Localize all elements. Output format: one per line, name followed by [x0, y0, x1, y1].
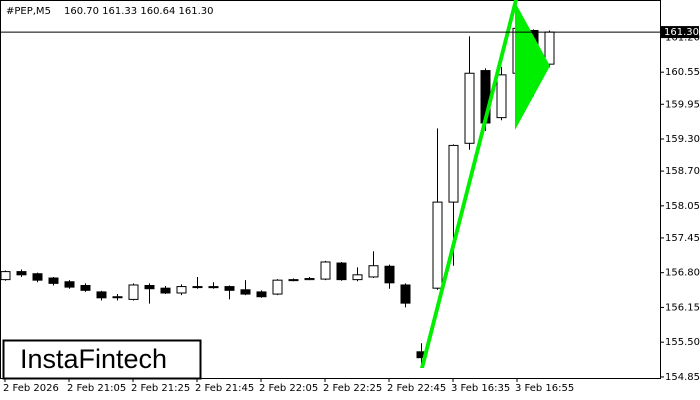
- candle-body: [384, 265, 395, 284]
- x-tick-label: 3 Feb 16:55: [515, 383, 574, 394]
- candle-body: [352, 274, 363, 281]
- candle-body: [96, 291, 107, 299]
- candle-body: [320, 261, 331, 280]
- x-tick-label: 2 Feb 21:25: [131, 383, 190, 394]
- candle-body: [272, 279, 283, 295]
- chart-title: #PEP,M5: [6, 6, 51, 17]
- y-tick-label: 154.85: [665, 372, 700, 383]
- candle-body: [192, 286, 203, 289]
- x-tick-label: 2 Feb 22:05: [259, 383, 318, 394]
- x-tick-label: 2 Feb 22:45: [387, 383, 446, 394]
- candle-body: [448, 144, 459, 203]
- x-tick-label: 2 Feb 22:25: [323, 383, 382, 394]
- candle-body: [48, 277, 59, 284]
- candle-body: [304, 278, 315, 281]
- y-tick-label: 156.15: [665, 302, 700, 313]
- y-tick-label: 160.55: [665, 67, 700, 78]
- last-price-box: [661, 26, 699, 39]
- candle-body: [432, 201, 443, 289]
- x-tick-label: 3 Feb 16:35: [451, 383, 510, 394]
- candle-body: [128, 284, 139, 300]
- plot-frame: [0, 0, 661, 379]
- y-tick-label: 158.70: [665, 166, 700, 177]
- y-tick-label: 156.80: [665, 268, 700, 279]
- logo-box: [2, 339, 202, 380]
- logo: InstaFintech: [20, 344, 167, 374]
- candle-body: [496, 74, 507, 119]
- candle-body: [400, 284, 411, 304]
- candle-body: [112, 296, 123, 299]
- last-price-label: 161.30: [664, 27, 699, 38]
- pennant: [515, 2, 550, 130]
- candle-body: [16, 271, 27, 276]
- candle-body: [176, 286, 187, 294]
- candle-body: [224, 286, 235, 291]
- candle-body: [160, 287, 171, 294]
- candle-body: [0, 271, 11, 281]
- candle-body: [256, 291, 267, 298]
- candle-body: [464, 72, 475, 144]
- candle-body: [80, 285, 91, 291]
- x-tick-label: 2 Feb 21:45: [195, 383, 254, 394]
- ohlc-label: 160.70 161.33 160.64 161.30: [64, 6, 214, 17]
- x-tick-label: 2 Feb 21:05: [67, 383, 126, 394]
- candle-body: [208, 286, 219, 289]
- y-tick-label: 157.45: [665, 233, 700, 244]
- candle-body: [32, 273, 43, 281]
- y-tick-label: 155.50: [665, 337, 700, 348]
- y-tick-label: 158.05: [665, 201, 700, 212]
- pattern-line: [420, 0, 518, 368]
- candle-body: [288, 279, 299, 282]
- candle-body: [368, 265, 379, 278]
- y-tick-label: 159.95: [665, 99, 700, 110]
- candle-body: [144, 285, 155, 290]
- y-tick-label: 159.30: [665, 134, 700, 145]
- candle-body: [240, 289, 251, 295]
- candle-body: [336, 262, 347, 281]
- candle-body: [64, 281, 75, 288]
- x-tick-label: 2 Feb 2026: [3, 383, 59, 394]
